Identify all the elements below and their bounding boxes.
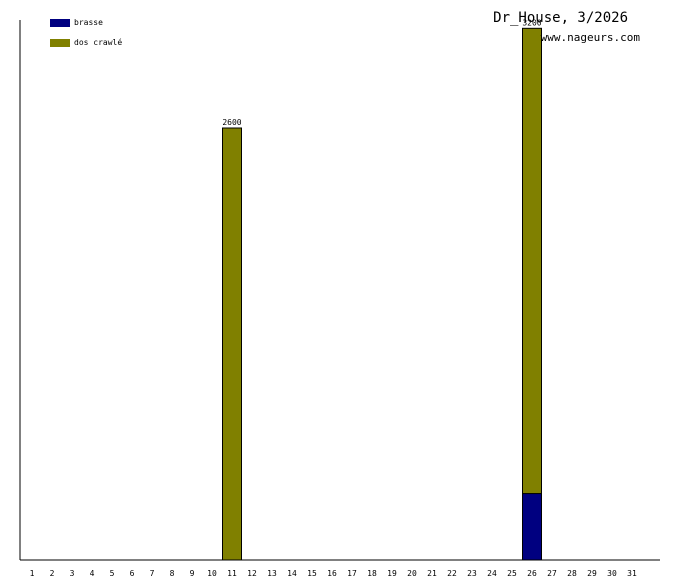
x-tick-label-8: 8 <box>170 569 175 578</box>
x-tick-label-18: 18 <box>367 569 377 578</box>
x-tick-label-1: 1 <box>30 569 35 578</box>
x-tick-label-7: 7 <box>150 569 155 578</box>
axes <box>19 20 660 561</box>
x-tick-label-13: 13 <box>267 569 277 578</box>
x-tick-label-24: 24 <box>487 569 497 578</box>
value-label-day-26: 3200 <box>522 18 541 27</box>
x-tick-label-5: 5 <box>110 569 115 578</box>
bars <box>222 27 542 561</box>
chart-subtitle: www.nageurs.com <box>540 31 640 44</box>
x-tick-label-25: 25 <box>507 569 517 578</box>
x-tick-label-9: 9 <box>190 569 195 578</box>
value-labels: 2600 3200 <box>222 18 541 127</box>
bar-dos-crawle-day-26 <box>522 27 542 495</box>
legend-swatch-brasse <box>50 18 70 27</box>
x-tick-label-11: 11 <box>227 569 237 578</box>
x-tick-label-31: 31 <box>627 569 637 578</box>
x-tick-label-22: 22 <box>447 569 457 578</box>
x-tick-label-14: 14 <box>287 569 297 578</box>
x-tick-label-26: 26 <box>527 569 537 578</box>
x-tick-label-12: 12 <box>247 569 257 578</box>
x-tick-label-20: 20 <box>407 569 417 578</box>
bar-brasse-day-26 <box>522 493 542 561</box>
legend-label-brasse: brasse <box>74 18 103 27</box>
x-tick-label-19: 19 <box>387 569 397 578</box>
x-tick-label-15: 15 <box>307 569 317 578</box>
value-label-day-11: 2600 <box>222 118 241 127</box>
legend-swatch-dos-crawle <box>50 38 70 47</box>
x-tick-label-6: 6 <box>130 569 135 578</box>
bar-dos-crawle-day-11 <box>222 127 242 561</box>
x-tick-label-4: 4 <box>90 569 95 578</box>
x-tick-labels: 1 2 3 4 5 6 7 8 9 10 11 12 13 14 15 16 17 18 19 20 21 22 23 24 2… <box>30 569 637 578</box>
x-tick-label-29: 29 <box>587 569 597 578</box>
x-tick-label-17: 17 <box>347 569 357 578</box>
x-tick-label-2: 2 <box>50 569 55 578</box>
x-tick-label-21: 21 <box>427 569 437 578</box>
x-tick-label-16: 16 <box>327 569 337 578</box>
x-tick-label-10: 10 <box>207 569 217 578</box>
x-tick-label-30: 30 <box>607 569 617 578</box>
x-tick-label-27: 27 <box>547 569 557 578</box>
legend-label-dos-crawle: dos crawlé <box>74 38 123 47</box>
legend-item-dos-crawle: dos crawlé <box>50 38 122 47</box>
chart-title: Dr_House, 3/2026 <box>493 10 628 26</box>
x-tick-label-28: 28 <box>567 569 577 578</box>
legend-item-brasse: brasse <box>50 18 103 27</box>
x-tick-label-23: 23 <box>467 569 477 578</box>
x-tick-label-3: 3 <box>70 569 75 578</box>
